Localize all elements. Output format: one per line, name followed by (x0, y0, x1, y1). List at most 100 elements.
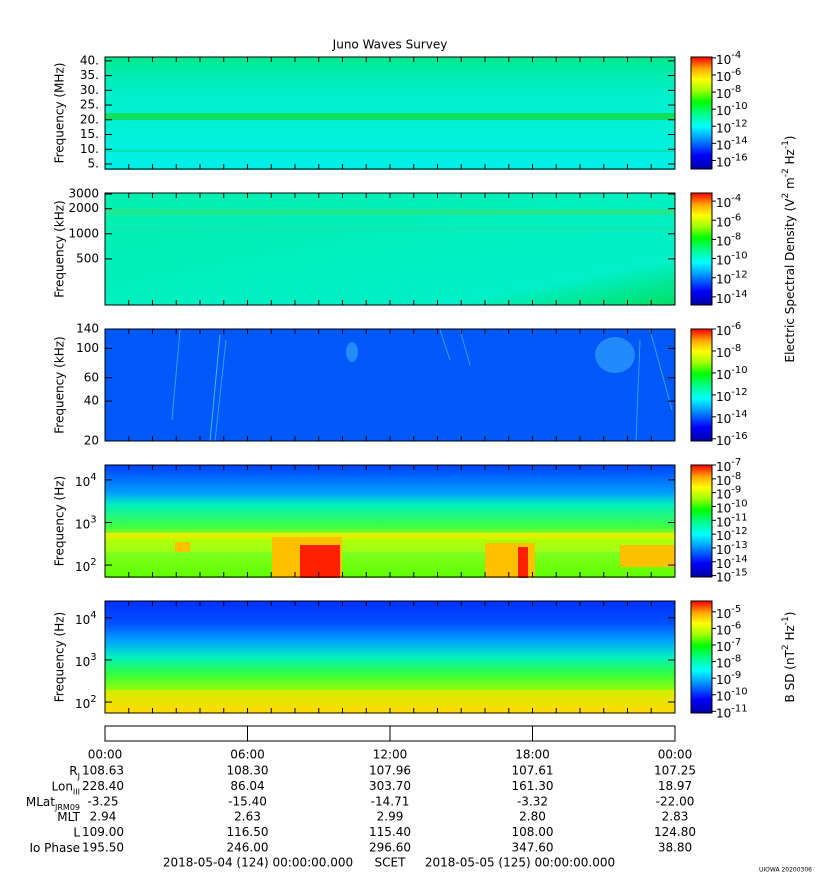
ephemeris-value: 347.60 (512, 841, 554, 855)
colorbar-label-part: Hz (783, 149, 797, 168)
colorbar-tick-label: 10-6 (716, 620, 741, 637)
tick-exponent: -4 (731, 193, 741, 204)
tick-exponent: -11 (731, 512, 747, 523)
colorbar-tick-label: 10-10 (716, 365, 748, 382)
ephemeris-label-part: Io Phase (29, 841, 80, 855)
tick-base: 10 (716, 542, 731, 556)
colorbar-tick-label: 10-11 (716, 703, 748, 720)
x-tick-label: 06:00 (230, 748, 265, 762)
tick-base: 10 (75, 560, 90, 574)
tick-exponent: -7 (731, 457, 741, 468)
colorbar-tick-label: 10-10 (716, 687, 748, 704)
colorbar-tick-label: 10-10 (716, 498, 748, 514)
y-tick-label: 35. (80, 68, 99, 82)
y-tick-label: 40. (80, 53, 99, 67)
tick-exponent: 2 (90, 557, 96, 568)
colorbar-tick-label: 10-6 (716, 212, 741, 229)
tick-base: 10 (716, 155, 731, 169)
tick-base: 10 (716, 138, 731, 152)
tick-exponent: -5 (731, 604, 741, 615)
x-tick-label: 18:00 (515, 748, 550, 762)
tick-base: 10 (716, 689, 731, 703)
colorbar (690, 328, 713, 442)
colorbar-tick-label: 10-5 (716, 604, 741, 621)
tick-exponent: -10 (731, 687, 747, 698)
colorbar-tick-label: 10-6 (716, 67, 741, 84)
ephemeris-label-part: III (73, 787, 80, 796)
colorbar-tick-label: 10-16 (716, 431, 748, 448)
ephemeris-label-part: Lon (52, 779, 73, 793)
chart-title: Juno Waves Survey (332, 38, 448, 52)
colorbar-tick-label: 10-4 (716, 50, 741, 67)
colorbar-tick-label: 10-13 (716, 540, 748, 557)
ephemeris-value: -3.32 (517, 794, 548, 808)
tick-exponent: -9 (731, 670, 741, 681)
y-tick-label: 15. (80, 127, 99, 141)
colorbar-label-part: m (783, 177, 797, 193)
tick-base: 10 (716, 272, 731, 286)
ephemeris-label-part: MLT (57, 810, 80, 824)
tick-exponent: -16 (731, 152, 747, 163)
tick-base: 10 (716, 87, 731, 101)
colorbar-tick-label: 10-8 (716, 654, 741, 671)
tick-base: 10 (716, 529, 731, 543)
ephemeris-value: 108.00 (512, 825, 554, 839)
ephemeris-value: 2.80 (519, 810, 546, 824)
ephemeris-value: -14.71 (371, 794, 410, 808)
y-tick-label: 25. (80, 98, 99, 112)
y-tick-label: 100 (76, 341, 99, 355)
tick-base: 10 (716, 639, 731, 653)
tick-base: 10 (716, 253, 731, 267)
tick-exponent: 3 (90, 652, 96, 663)
colorbar-tick-label: 10-16 (716, 152, 748, 169)
tick-base: 10 (716, 606, 731, 620)
y-tick-label: 10. (80, 142, 99, 156)
ephemeris-label: Io Phase (29, 841, 80, 855)
ephemeris-value: 195.50 (82, 841, 124, 855)
footer-stamp: UIOWA 20200306 (759, 867, 812, 874)
tick-exponent: -12 (731, 387, 747, 398)
colorbar (690, 600, 713, 714)
ephemeris-label-part: JRM09 (54, 802, 80, 811)
tick-exponent: 4 (90, 472, 96, 483)
y-tick-label: 1000 (68, 226, 99, 240)
ephemeris-value: 109.00 (82, 825, 124, 839)
tick-exponent: -10 (731, 251, 747, 262)
tick-base: 10 (716, 411, 731, 425)
tick-base: 10 (716, 501, 731, 515)
tick-exponent: -14 (731, 289, 747, 300)
colorbar-tick-label: 10-12 (716, 526, 748, 543)
colorbar (690, 56, 713, 170)
tick-base: 10 (716, 460, 731, 474)
colorbar-tick-label: 10-14 (716, 289, 748, 306)
ephemeris-value: 38.80 (658, 841, 692, 855)
ephemeris-label-part: MLat (26, 794, 55, 808)
ephemeris-value: 2.99 (377, 810, 404, 824)
colorbar-tick-label: 10-4 (716, 193, 741, 210)
colorbar-label-part: -1 (781, 140, 791, 149)
tick-base: 10 (716, 104, 731, 118)
y-tick-label: 104 (75, 472, 97, 489)
ephemeris-value: 107.96 (369, 764, 411, 778)
ephemeris-value: -15.40 (228, 794, 267, 808)
tick-base: 10 (716, 433, 731, 447)
colorbar-tick-label: 10-12 (716, 118, 748, 135)
colorbar-tick-label: 10-6 (716, 321, 741, 338)
colorbar-tick-label: 10-14 (716, 554, 748, 571)
tick-exponent: -10 (731, 365, 747, 376)
tick-base: 10 (75, 654, 90, 668)
ephemeris-label: MLT (57, 810, 80, 824)
y-tick-label: 102 (75, 694, 97, 711)
tick-exponent: -8 (731, 343, 741, 354)
ephemeris-value: 2.94 (90, 810, 117, 824)
tick-exponent: -8 (731, 84, 741, 95)
tick-base: 10 (75, 697, 90, 711)
ephemeris-value: 86.04 (230, 779, 264, 793)
tick-exponent: -12 (731, 118, 747, 129)
tick-exponent: 3 (90, 514, 96, 525)
ephemeris-label: LonIII (52, 779, 81, 796)
tick-base: 10 (75, 474, 90, 488)
colorbar-label: Electric Spectral Density (V2 m-2 Hz-1) (781, 135, 797, 362)
tick-exponent: -13 (731, 540, 747, 551)
ephemeris-label: L (73, 825, 80, 839)
